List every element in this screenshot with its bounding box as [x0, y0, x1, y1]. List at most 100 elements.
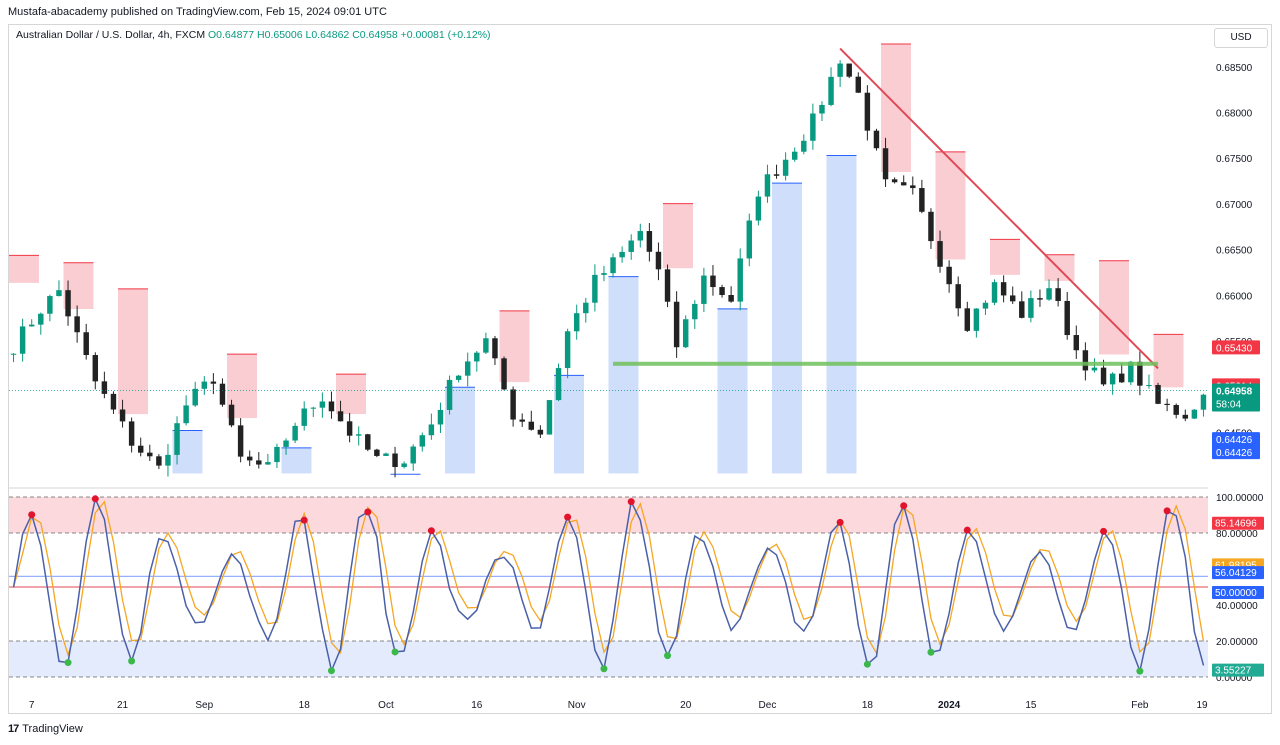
candle-body — [1146, 385, 1152, 387]
candle-body — [219, 383, 226, 405]
brand-name: TradingView — [22, 723, 83, 735]
price-tick-label: 0.68000 — [1216, 109, 1253, 120]
candle-body — [128, 421, 135, 446]
candle-body — [228, 404, 235, 426]
overbought-dot — [364, 508, 372, 516]
last-price-box — [1212, 383, 1260, 412]
candle-body — [292, 425, 298, 441]
candle-body — [174, 423, 180, 455]
candle-body — [1082, 350, 1089, 371]
candle-body — [1182, 414, 1189, 419]
countdown-text: 58:04 — [1216, 399, 1241, 410]
candle-body — [928, 211, 934, 242]
osc-level-text: 85.14696 — [1215, 519, 1257, 530]
candle-body — [537, 429, 544, 435]
candle-body — [328, 401, 335, 412]
candle-body — [601, 273, 607, 275]
candle-body — [74, 316, 80, 333]
time-tick-label: 18 — [862, 700, 874, 711]
overbought-dot — [1100, 527, 1108, 535]
price-tick-label: 0.68500 — [1216, 63, 1253, 74]
candle-body — [501, 358, 507, 390]
resistance-zone — [1153, 334, 1184, 388]
candle-body — [673, 301, 680, 348]
candle-body — [310, 407, 317, 409]
candle-body — [1009, 295, 1016, 302]
ohlc-values: O0.64877 H0.65006 L0.64862 C0.64958 +0.0… — [207, 29, 491, 41]
candle-body — [319, 401, 326, 408]
candle-body — [664, 269, 671, 302]
candle-body — [682, 319, 689, 348]
candle-body — [528, 421, 535, 430]
candle-body — [964, 308, 971, 331]
overbought-dot — [900, 502, 908, 510]
overbought-dot — [627, 498, 635, 506]
candle-body — [1037, 298, 1043, 300]
price-label-text: 0.65430 — [1216, 343, 1253, 354]
candle-body — [301, 408, 307, 426]
time-tick-label: Oct — [378, 700, 394, 711]
overbought-dot — [300, 516, 308, 524]
time-tick-label: Dec — [759, 700, 777, 711]
candle-body — [1100, 367, 1107, 385]
time-tick-label: 16 — [471, 700, 483, 711]
overbought-dot — [427, 527, 435, 535]
candle-body — [701, 275, 707, 304]
price-tick-label: 0.67500 — [1216, 154, 1253, 165]
osc-level-box — [1212, 586, 1264, 599]
candle-body — [610, 257, 616, 274]
candle-body — [1173, 405, 1179, 415]
candle-body — [455, 375, 462, 380]
candle-body — [910, 185, 916, 189]
candle-body — [1000, 282, 1007, 296]
candle-body — [801, 140, 807, 152]
price-label-box — [1212, 432, 1260, 447]
candle-body — [346, 421, 353, 436]
candle-body — [637, 231, 644, 241]
oversold-dot — [600, 665, 608, 673]
chart-frame[interactable] — [8, 24, 1272, 714]
candle-body — [1073, 335, 1080, 351]
candle-body — [619, 251, 625, 258]
candle-body — [1118, 373, 1125, 383]
resistance-zone — [990, 239, 1020, 275]
candle-body — [837, 63, 843, 77]
candle-body — [492, 338, 498, 359]
candle-body — [65, 290, 71, 317]
candle-body — [274, 446, 280, 463]
overbought-dot — [564, 513, 572, 521]
candle-body — [1064, 300, 1070, 336]
osc-level-box — [1212, 516, 1264, 530]
candle-body — [137, 445, 144, 453]
candle-body — [147, 452, 153, 457]
publisher-line: Mustafa-abacademy published on TradingVi… — [8, 6, 387, 18]
candle-body — [265, 462, 271, 465]
candle-body — [900, 182, 907, 186]
oversold-dot — [863, 660, 871, 668]
overbought-dot — [91, 495, 99, 503]
candle-body — [201, 381, 208, 389]
candle-body — [519, 419, 525, 422]
candle-body — [237, 425, 244, 457]
candle-body — [374, 449, 380, 456]
price-label-box — [1212, 445, 1260, 460]
osc-tick-label: 100.00000 — [1216, 493, 1264, 504]
candle-body — [1055, 288, 1061, 301]
candle-body — [864, 92, 871, 131]
candle-body — [156, 456, 162, 466]
candle-body — [474, 352, 480, 362]
candle-body — [410, 446, 416, 464]
tradingview-logo-icon: 17 — [8, 723, 19, 735]
oversold-dot — [391, 648, 399, 656]
currency-button[interactable]: USD — [1214, 28, 1268, 48]
candle-body — [592, 274, 598, 303]
osc-level-text: 50.00000 — [1215, 588, 1257, 599]
candle-body — [646, 231, 653, 252]
price-tick-label: 0.67000 — [1216, 200, 1253, 211]
candle-body — [782, 159, 789, 176]
symbol-legend: Australian Dollar / U.S. Dollar, 4h, FXC… — [16, 29, 491, 41]
osc-tick-label: 80.00000 — [1216, 529, 1258, 540]
support-zone — [826, 155, 857, 474]
candle-body — [555, 368, 562, 401]
